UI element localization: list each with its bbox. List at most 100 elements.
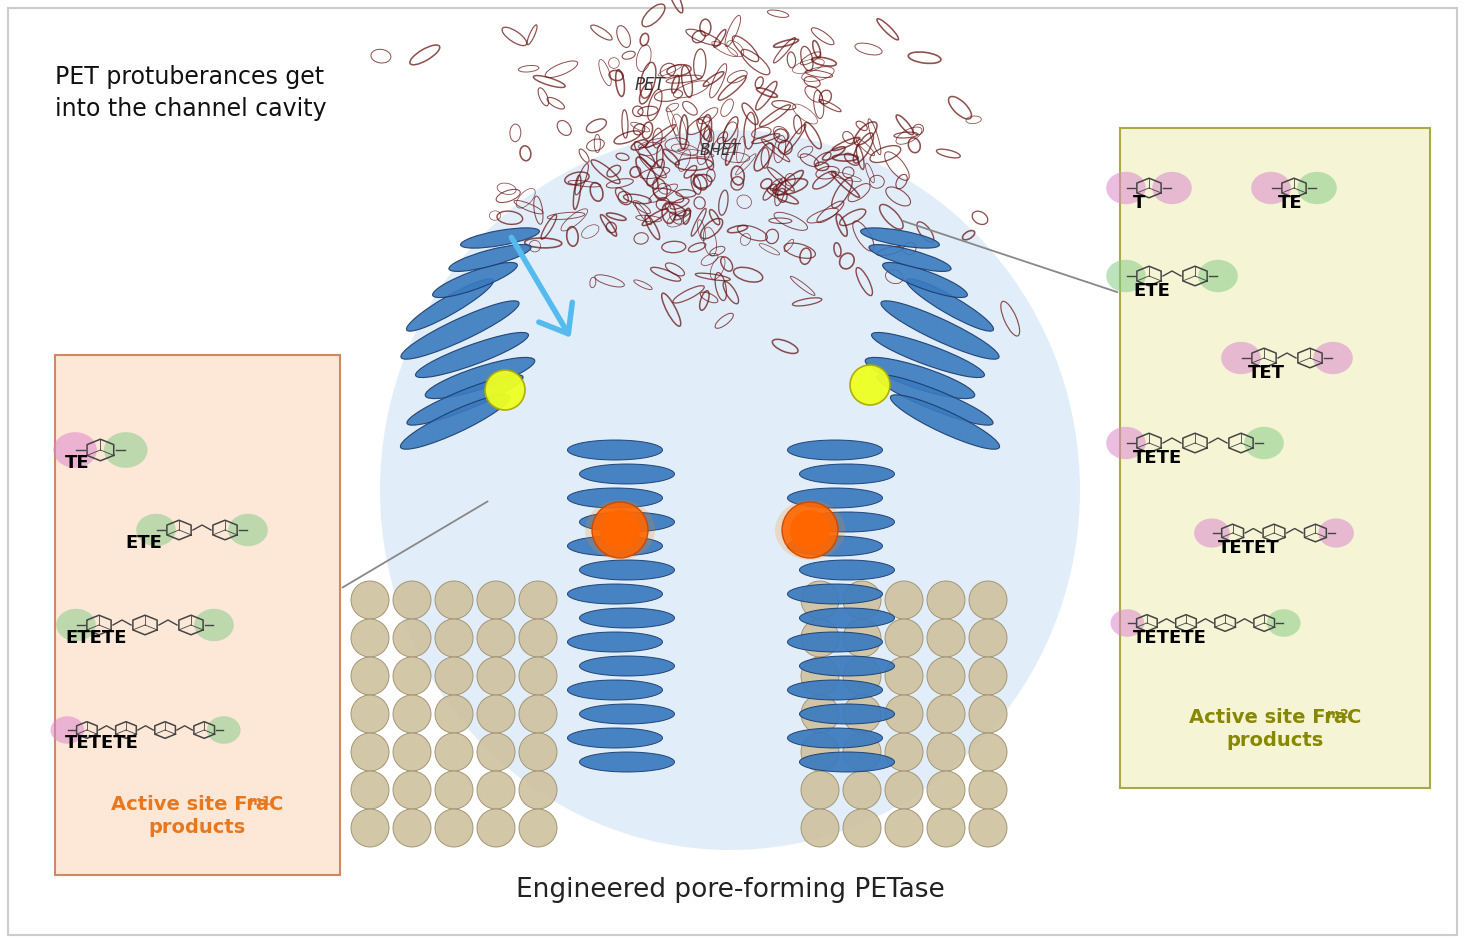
Text: T: T — [1132, 194, 1146, 212]
Circle shape — [885, 619, 923, 657]
Circle shape — [927, 581, 965, 619]
Ellipse shape — [1313, 341, 1352, 374]
Circle shape — [352, 809, 390, 847]
Ellipse shape — [567, 584, 662, 604]
Ellipse shape — [580, 512, 674, 532]
Text: Engineered pore-forming PETase: Engineered pore-forming PETase — [516, 877, 945, 903]
Text: TET: TET — [1248, 364, 1285, 382]
Circle shape — [519, 619, 557, 657]
Circle shape — [435, 581, 473, 619]
Ellipse shape — [1267, 609, 1301, 637]
Ellipse shape — [800, 608, 895, 628]
Text: products: products — [149, 818, 246, 837]
Circle shape — [927, 657, 965, 695]
Text: Active site FraC: Active site FraC — [111, 795, 284, 814]
Ellipse shape — [460, 228, 539, 248]
Ellipse shape — [580, 608, 674, 628]
Circle shape — [968, 695, 1006, 733]
Circle shape — [842, 733, 880, 771]
Circle shape — [519, 657, 557, 695]
Text: TETET: TETET — [1217, 539, 1279, 557]
Circle shape — [485, 370, 524, 410]
Circle shape — [927, 771, 965, 809]
Ellipse shape — [567, 680, 662, 700]
Ellipse shape — [567, 632, 662, 652]
Ellipse shape — [1106, 260, 1146, 292]
Circle shape — [393, 657, 431, 695]
Circle shape — [885, 581, 923, 619]
Circle shape — [801, 581, 839, 619]
Ellipse shape — [567, 440, 662, 460]
Text: TETETE: TETETE — [1132, 629, 1207, 647]
Circle shape — [435, 695, 473, 733]
FancyBboxPatch shape — [56, 355, 340, 875]
Ellipse shape — [136, 514, 176, 546]
Ellipse shape — [800, 656, 895, 676]
Circle shape — [842, 771, 880, 809]
Ellipse shape — [866, 357, 974, 399]
Circle shape — [927, 695, 965, 733]
Circle shape — [782, 502, 838, 558]
Ellipse shape — [1198, 260, 1238, 292]
Circle shape — [601, 510, 640, 550]
Text: ETETE: ETETE — [64, 629, 126, 647]
Circle shape — [519, 733, 557, 771]
Circle shape — [352, 695, 390, 733]
Circle shape — [607, 517, 633, 543]
Circle shape — [790, 510, 831, 550]
Circle shape — [352, 771, 390, 809]
Ellipse shape — [585, 500, 655, 560]
Ellipse shape — [400, 395, 510, 449]
Text: ETE: ETE — [125, 534, 161, 552]
Ellipse shape — [872, 333, 984, 377]
Ellipse shape — [788, 680, 882, 700]
Text: TE: TE — [1277, 194, 1302, 212]
Ellipse shape — [800, 560, 895, 580]
Circle shape — [801, 809, 839, 847]
Circle shape — [435, 657, 473, 695]
Circle shape — [478, 733, 516, 771]
Ellipse shape — [882, 262, 967, 298]
Ellipse shape — [580, 464, 674, 484]
Circle shape — [393, 695, 431, 733]
Circle shape — [842, 581, 880, 619]
Ellipse shape — [407, 374, 523, 425]
Circle shape — [478, 657, 516, 695]
Circle shape — [435, 619, 473, 657]
Circle shape — [519, 581, 557, 619]
Circle shape — [393, 733, 431, 771]
Circle shape — [968, 581, 1006, 619]
Circle shape — [885, 733, 923, 771]
Circle shape — [352, 733, 390, 771]
Ellipse shape — [406, 279, 494, 331]
Circle shape — [519, 771, 557, 809]
Ellipse shape — [1151, 172, 1193, 205]
Circle shape — [801, 733, 839, 771]
Ellipse shape — [775, 500, 845, 560]
Ellipse shape — [567, 728, 662, 748]
Circle shape — [519, 809, 557, 847]
Circle shape — [592, 502, 648, 558]
Ellipse shape — [432, 262, 517, 298]
Circle shape — [435, 771, 473, 809]
Circle shape — [519, 695, 557, 733]
Circle shape — [393, 771, 431, 809]
Ellipse shape — [56, 609, 95, 641]
Ellipse shape — [195, 609, 234, 641]
Circle shape — [801, 619, 839, 657]
Text: PET: PET — [634, 76, 665, 94]
Ellipse shape — [800, 464, 895, 484]
Ellipse shape — [448, 244, 532, 272]
Ellipse shape — [580, 560, 674, 580]
Circle shape — [478, 581, 516, 619]
Ellipse shape — [401, 301, 519, 359]
Circle shape — [352, 619, 390, 657]
Circle shape — [927, 619, 965, 657]
Ellipse shape — [788, 440, 882, 460]
Ellipse shape — [880, 301, 999, 359]
Ellipse shape — [229, 514, 268, 546]
Ellipse shape — [891, 395, 999, 449]
Text: TETETE: TETETE — [64, 734, 139, 752]
Ellipse shape — [788, 584, 882, 604]
Ellipse shape — [425, 357, 535, 399]
